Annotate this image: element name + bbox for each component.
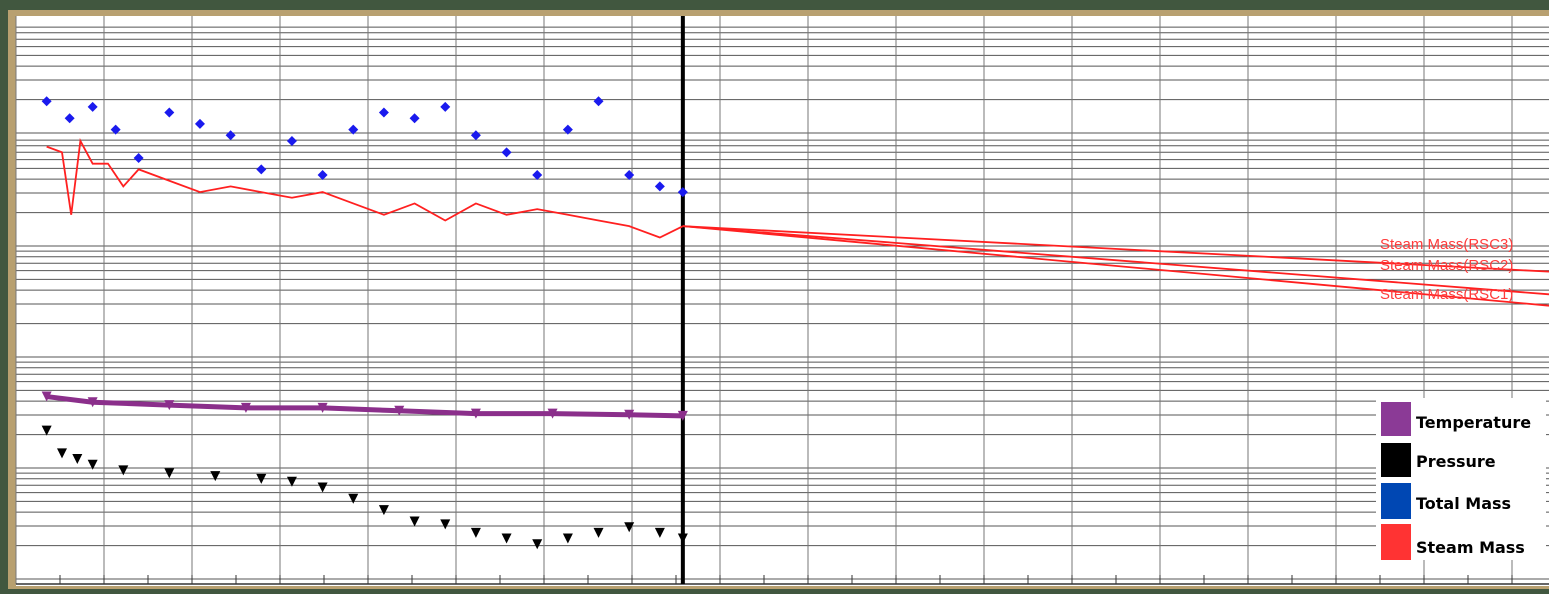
data-point-pressure (501, 533, 512, 544)
series-pressure (41, 425, 688, 550)
legend-label-pressure: Pressure (1416, 452, 1496, 471)
data-point-pressure (210, 471, 221, 482)
data-point-temperature (394, 405, 405, 416)
series-line-steam-mass (46, 138, 684, 239)
data-point-total-mass (64, 113, 75, 124)
data-point-total-mass (562, 124, 573, 135)
data-point-total-mass (286, 135, 297, 146)
data-point-pressure (677, 533, 688, 544)
legend-swatch-pressure (1381, 443, 1411, 477)
data-point-total-mass (87, 101, 98, 112)
legend: Temperature Pressure Total Mass Steam Ma… (1376, 398, 1546, 560)
data-point-total-mass (532, 170, 543, 181)
x-axis-ticks (59, 575, 1513, 584)
data-point-pressure (378, 505, 389, 516)
data-point-pressure (286, 476, 297, 487)
grid-lines (15, 16, 1549, 585)
data-point-total-mass (409, 113, 420, 124)
forecast-steam-mass-rsc2: Steam Mass(RSC2) (682, 225, 1549, 296)
data-point-pressure (72, 454, 83, 465)
data-point-pressure (470, 527, 481, 538)
forecast-label-steam-mass-rsc3: Steam Mass(RSC3) (1380, 236, 1513, 253)
forecast-layer: Steam Mass(RSC3) Steam Mass(RSC2) Steam Ma… (682, 225, 1549, 307)
data-point-pressure (118, 465, 129, 476)
data-point-total-mass (677, 187, 688, 198)
data-point-pressure (532, 539, 543, 550)
data-point-temperature (470, 408, 481, 419)
legend-swatch-total-mass (1381, 483, 1411, 519)
data-point-temperature (547, 408, 558, 419)
plot-background (16, 16, 1549, 586)
data-point-total-mass (110, 124, 121, 135)
data-point-pressure (562, 533, 573, 544)
forecast-line-steam-mass-rsc2 (682, 225, 1549, 296)
legend-label-temperature: Temperature (1416, 413, 1531, 432)
data-point-total-mass (225, 130, 236, 141)
data-point-total-mass (501, 147, 512, 158)
legend-label-steam-mass: Steam Mass (1416, 538, 1525, 557)
forecast-line-steam-mass-rsc3 (682, 225, 1549, 273)
data-point-pressure (440, 519, 451, 530)
data-point-temperature (240, 402, 251, 413)
data-point-pressure (256, 473, 267, 484)
data-point-total-mass (133, 153, 144, 163)
data-point-total-mass (440, 101, 451, 112)
data-point-total-mass (164, 107, 175, 118)
series-total-mass (41, 96, 688, 198)
data-point-total-mass (378, 107, 389, 118)
data-point-pressure (593, 527, 604, 538)
data-point-total-mass (317, 170, 328, 181)
series-steam-mass (46, 138, 684, 239)
legend-swatch-temperature (1381, 402, 1411, 436)
forecast-steam-mass-rsc1: Steam Mass(RSC1) (682, 225, 1549, 307)
data-point-pressure (41, 425, 52, 436)
data-point-temperature (87, 397, 98, 408)
legend-swatch-steam-mass (1381, 524, 1411, 560)
data-point-total-mass (470, 130, 481, 141)
data-point-pressure (87, 459, 98, 470)
data-point-temperature (164, 400, 175, 411)
data-point-pressure (164, 468, 175, 479)
series-temperature (41, 391, 688, 421)
data-point-total-mass (654, 181, 665, 192)
data-point-temperature (624, 409, 635, 420)
series-layer (41, 96, 688, 550)
data-point-pressure (56, 448, 67, 459)
data-point-total-mass (194, 118, 205, 129)
series-band-temperature (46, 394, 683, 419)
data-point-temperature (317, 402, 328, 413)
data-point-pressure (409, 516, 420, 527)
legend-label-total-mass: Total Mass (1416, 494, 1511, 513)
forecast-label-steam-mass-rsc2: Steam Mass(RSC2) (1380, 257, 1513, 274)
data-point-temperature (41, 391, 52, 402)
data-point-total-mass (624, 170, 635, 181)
data-point-total-mass (348, 124, 359, 135)
data-point-total-mass (593, 96, 604, 107)
data-point-pressure (624, 522, 635, 533)
data-point-pressure (654, 527, 665, 538)
data-point-temperature (677, 410, 688, 421)
forecast-label-steam-mass-rsc1: Steam Mass(RSC1) (1380, 286, 1513, 303)
forecast-line-steam-mass-rsc1 (682, 225, 1549, 307)
data-point-pressure (317, 482, 328, 493)
data-point-total-mass (256, 164, 267, 175)
data-point-total-mass (41, 96, 52, 107)
data-point-pressure (348, 493, 359, 504)
forecast-steam-mass-rsc3: Steam Mass(RSC3) (682, 225, 1549, 273)
